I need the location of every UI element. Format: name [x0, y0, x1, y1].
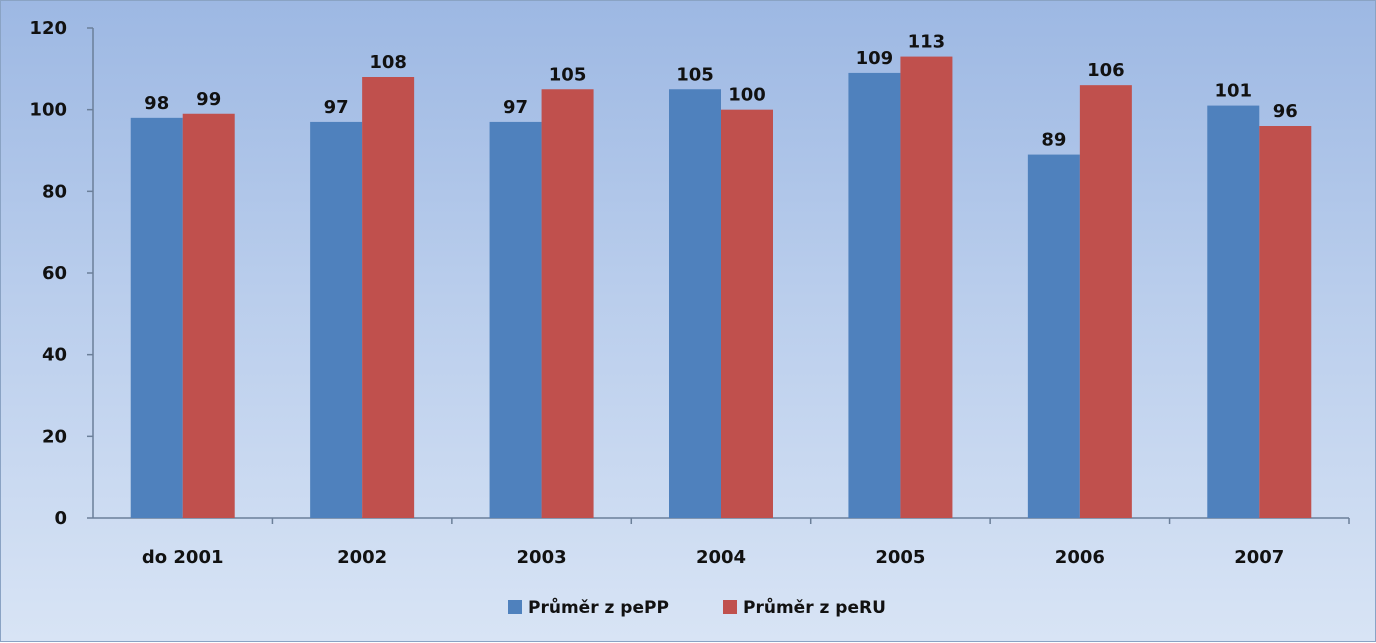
- legend-swatch-pepp: [508, 600, 522, 614]
- data-label: 97: [503, 97, 528, 118]
- bar-pepp-4: [848, 72, 901, 519]
- data-label: 100: [728, 85, 766, 106]
- data-labels: 98 99 97 108 97 105 105 100 109 113 89 106 101 96: [144, 32, 1298, 151]
- bar-peru-3: [721, 109, 773, 519]
- bar-peru-4: [900, 56, 953, 518]
- data-label: 99: [196, 89, 221, 110]
- bar-peru-2: [541, 89, 594, 518]
- legend: Průměr z pePP Průměr z peRU: [508, 596, 886, 618]
- bar-peru-6: [1259, 126, 1312, 518]
- bar-pepp-3: [669, 89, 721, 518]
- y-axis-ticks: 0 20 40 60 80 100 120: [29, 18, 93, 529]
- x-category-label: 2003: [517, 547, 567, 568]
- x-category-label: 2005: [875, 547, 925, 568]
- data-label: 101: [1214, 81, 1252, 102]
- y-tick-label: 100: [29, 100, 67, 121]
- x-category-label: 2004: [696, 547, 746, 568]
- data-label: 98: [144, 93, 169, 114]
- data-label: 106: [1087, 60, 1125, 81]
- data-label: 108: [369, 52, 407, 73]
- bar-pepp-0: [130, 117, 183, 518]
- y-tick-label: 20: [42, 426, 67, 447]
- bar-peru-1: [362, 77, 415, 518]
- bars: [130, 56, 1312, 519]
- data-label: 105: [549, 64, 587, 85]
- bar-pepp-6: [1207, 105, 1260, 518]
- bar-peru-0: [182, 113, 235, 518]
- bar-pepp-5: [1027, 154, 1080, 519]
- data-label: 113: [908, 32, 946, 53]
- data-label: 105: [676, 64, 714, 85]
- data-label: 109: [856, 48, 894, 69]
- category-labels: do 2001 2002 2003 2004 2005 2006 2007: [142, 547, 1284, 568]
- x-category-label: 2007: [1234, 547, 1284, 568]
- y-tick-label: 120: [29, 18, 67, 39]
- data-label: 96: [1273, 101, 1298, 122]
- x-category-label: 2006: [1055, 547, 1105, 568]
- data-label: 89: [1041, 130, 1066, 151]
- legend-label-peru: Průměr z peRU: [743, 596, 886, 618]
- x-category-label: 2002: [337, 547, 387, 568]
- y-tick-label: 60: [42, 263, 67, 284]
- data-label: 97: [324, 97, 349, 118]
- legend-swatch-peru: [723, 600, 737, 614]
- bar-pepp-1: [310, 121, 363, 519]
- bar-peru-5: [1079, 85, 1132, 519]
- y-tick-label: 0: [54, 508, 67, 529]
- bar-pepp-2: [489, 121, 542, 519]
- y-tick-label: 80: [42, 181, 67, 202]
- x-category-label: do 2001: [142, 547, 224, 568]
- legend-label-pepp: Průměr z pePP: [528, 596, 669, 618]
- y-tick-label: 40: [42, 345, 67, 366]
